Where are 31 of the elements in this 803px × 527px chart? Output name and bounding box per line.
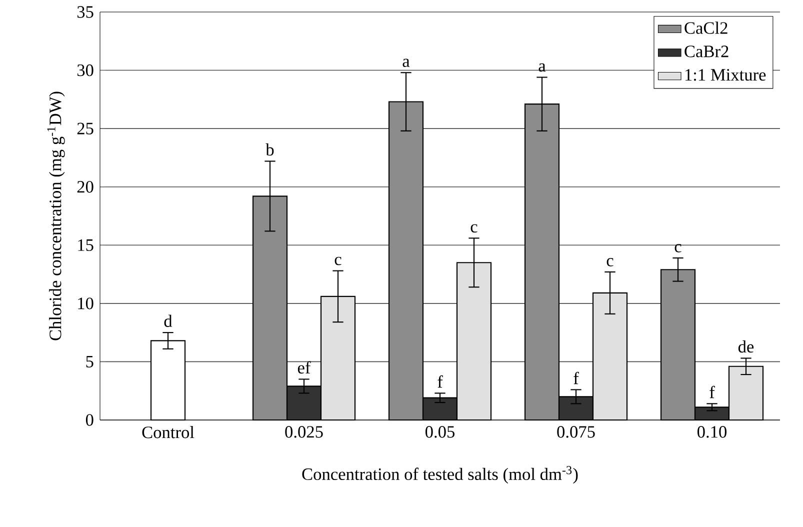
y-tick-label: 0 — [86, 414, 94, 426]
x-tick-label: 0.075 — [557, 426, 595, 438]
x-tick-label: 0.10 — [697, 426, 727, 438]
y-tick-label: 30 — [77, 64, 94, 76]
data-label: f — [438, 375, 443, 388]
data-label: d — [164, 314, 172, 327]
data-label: ef — [298, 361, 311, 374]
legend-label: CaBr2 — [684, 46, 728, 58]
legend-label: 1:1 Mixture — [685, 69, 766, 81]
x-tick-label: 0.05 — [426, 426, 454, 438]
y-axis-title: Chloride concentration (mg g$^{-1}$DW) — [47, 92, 65, 340]
data-label: c — [470, 224, 478, 233]
y-tick-label: 35 — [77, 6, 94, 18]
data-label: de — [738, 340, 754, 353]
data-label: c — [334, 256, 342, 266]
y-tick-label: 25 — [77, 122, 94, 134]
data-label: f — [574, 372, 579, 384]
x-axis-title: Concentration of tested salts (mol dm$^{-3}$) — [302, 466, 578, 484]
y-tick-label: 20 — [77, 181, 94, 193]
data-label: a — [538, 63, 546, 72]
y-tick-label: 5 — [86, 356, 94, 368]
y-tick-label: 10 — [78, 298, 94, 310]
data-label: a — [402, 58, 410, 68]
y-tick-label: 15 — [78, 239, 94, 251]
data-label: b — [266, 143, 274, 156]
legend-label: CaCl2 — [684, 22, 728, 34]
data-label: c — [674, 244, 682, 252]
data-label: c — [606, 258, 614, 266]
x-tick-label: 0.025 — [285, 426, 323, 438]
x-tick-label: Control — [142, 426, 194, 438]
data-label: f — [710, 386, 715, 398]
